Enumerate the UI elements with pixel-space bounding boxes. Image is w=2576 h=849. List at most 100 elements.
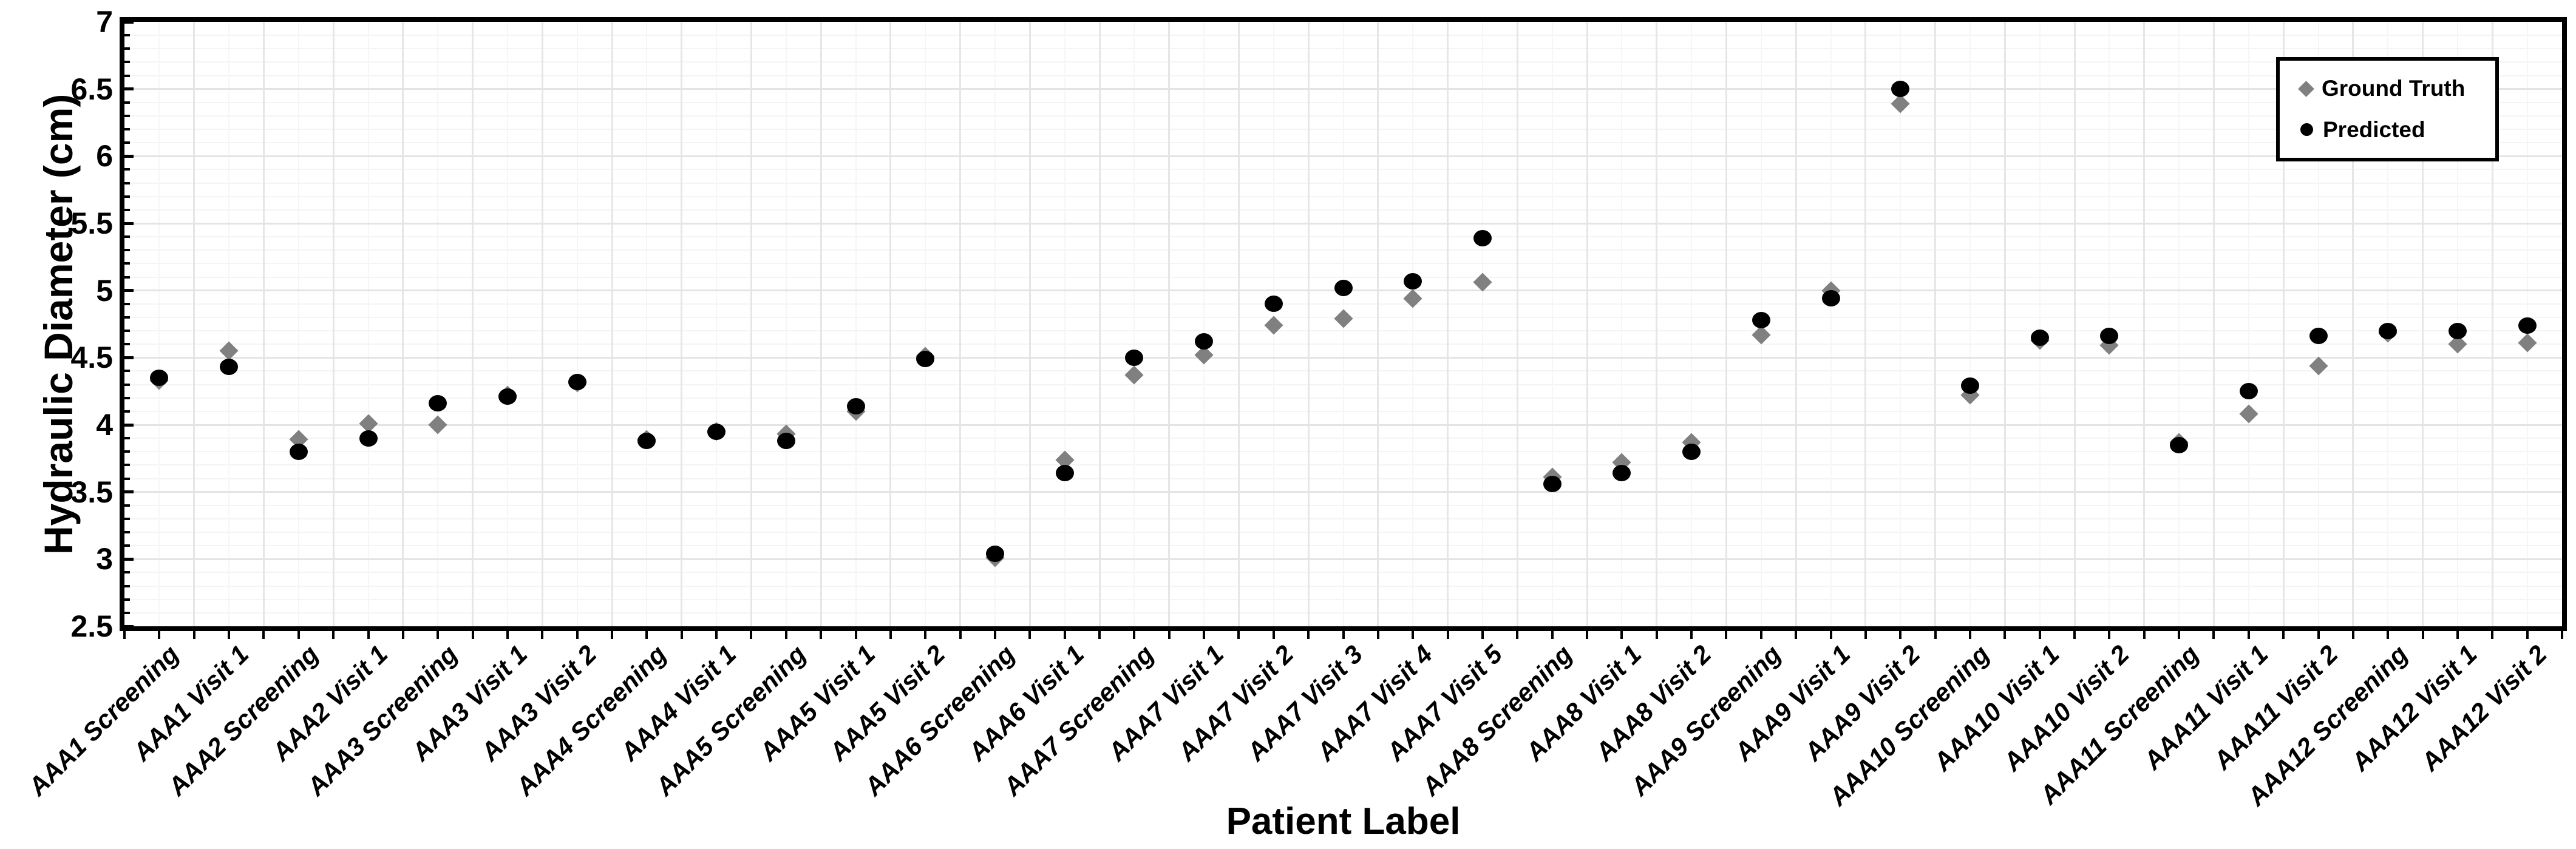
x-axis-tick [680, 631, 683, 639]
x-axis-tick [1167, 631, 1171, 639]
y-axis-minor-tick [124, 128, 130, 131]
x-axis-tick [576, 631, 579, 639]
gridline-vertical-major [820, 22, 822, 626]
gridline-vertical-major [332, 22, 335, 626]
x-axis-tick [2003, 631, 2007, 639]
y-axis-minor-tick [124, 544, 130, 547]
x-axis-tick [2247, 631, 2250, 639]
x-axis-tick [2351, 631, 2354, 639]
y-tick-label: 3.5 [70, 475, 113, 509]
gridline-vertical-minor [1551, 22, 1553, 626]
gridline-vertical-minor [1969, 22, 1971, 626]
x-axis-tick [1412, 631, 1415, 639]
data-point-predicted [1125, 349, 1144, 366]
gridline-vertical-major [1725, 22, 1727, 626]
gridline-vertical-minor [855, 22, 857, 626]
gridline-vertical-major [1516, 22, 1518, 626]
gridline-vertical-minor [1621, 22, 1623, 626]
data-point-predicted [707, 423, 726, 440]
x-axis-tick [2456, 631, 2459, 639]
y-axis-minor-tick [124, 504, 130, 507]
x-axis-tick [1063, 631, 1066, 639]
x-axis-tick [158, 631, 161, 639]
y-axis-minor-tick [124, 464, 130, 467]
data-point-predicted [1473, 229, 1492, 246]
gridline-vertical-major [262, 22, 265, 626]
y-axis-major-tick [124, 423, 134, 427]
x-axis-tick [854, 631, 857, 639]
gridline-vertical-minor [2248, 22, 2249, 626]
y-axis-minor-tick [124, 477, 130, 480]
data-point-predicted [1404, 272, 1422, 289]
gridline-vertical-minor [506, 22, 508, 626]
x-axis-tick [1620, 631, 1623, 639]
x-tick-label: AAA12 Visit 2 [2415, 640, 2552, 777]
gridline-vertical-minor [1481, 22, 1483, 626]
x-axis-tick [1551, 631, 1554, 639]
data-point-predicted [1613, 465, 1631, 482]
x-axis-tick [1237, 631, 1240, 639]
data-point-predicted [916, 351, 935, 368]
data-point-predicted [1682, 443, 1701, 460]
x-axis-tick [889, 631, 892, 639]
data-point-predicted [568, 373, 586, 390]
data-point-predicted [1752, 311, 1770, 328]
y-axis-minor-tick [124, 141, 130, 144]
x-axis-tick [123, 631, 126, 639]
data-point-predicted [2448, 322, 2467, 339]
gridline-vertical-minor [646, 22, 648, 626]
y-tick-label: 5.5 [70, 206, 113, 240]
y-axis-minor-tick [124, 235, 130, 238]
x-axis-tick [1446, 631, 1449, 639]
x-axis-tick [332, 631, 335, 639]
gridline-vertical-minor [785, 22, 787, 626]
data-point-predicted [2379, 322, 2398, 339]
y-axis-major-tick [124, 289, 134, 293]
x-axis-tick [959, 631, 962, 639]
y-axis-minor-tick [124, 611, 130, 614]
x-axis-tick [2038, 631, 2041, 639]
data-point-predicted [150, 370, 169, 387]
x-axis-tick [2212, 631, 2215, 639]
x-axis-tick [1795, 631, 1798, 639]
gridline-vertical-major [1934, 22, 1937, 626]
y-axis-minor-tick [124, 276, 130, 279]
x-axis-tick [2178, 631, 2181, 639]
x-axis-tick [1272, 631, 1275, 639]
diamond-icon [2298, 80, 2314, 97]
gridline-vertical-minor [2317, 22, 2319, 626]
y-axis-minor-tick [124, 370, 130, 373]
x-axis-tick [2108, 631, 2111, 639]
y-axis-major-tick [124, 624, 134, 628]
gridline-vertical-major [1447, 22, 1449, 626]
x-axis-tick [1864, 631, 1867, 639]
data-point-predicted [429, 395, 447, 412]
x-axis-tick [1586, 631, 1588, 639]
gridline-vertical-minor [158, 22, 160, 626]
y-axis-minor-tick [124, 450, 130, 453]
y-axis-major-tick [124, 557, 134, 561]
gridline-vertical-major [2282, 22, 2285, 626]
y-axis-minor-tick [124, 396, 130, 399]
legend-item-predicted: Predicted [2300, 117, 2495, 143]
y-axis-minor-tick [124, 208, 130, 211]
y-axis-minor-tick [124, 584, 130, 587]
gridline-vertical-minor [925, 22, 926, 626]
data-point-predicted [637, 433, 656, 450]
gridline-vertical-minor [994, 22, 996, 626]
x-axis-tick [2143, 631, 2146, 639]
gridline-horizontal-major [124, 155, 2562, 157]
y-axis-minor-tick [124, 195, 130, 198]
gridline-horizontal-major [124, 356, 2562, 359]
y-axis-minor-tick [124, 249, 130, 252]
x-axis-tick [784, 631, 787, 639]
data-point-predicted [846, 397, 865, 414]
gridline-vertical-major [2143, 22, 2146, 626]
y-axis-minor-tick [124, 262, 130, 265]
y-axis-minor-tick [124, 61, 130, 64]
legend: Ground Truth Predicted [2276, 57, 2499, 161]
x-axis-tick [437, 631, 440, 639]
y-tick-label: 4 [96, 408, 113, 442]
data-point-predicted [1891, 81, 1910, 98]
x-axis-tick [1690, 631, 1693, 639]
